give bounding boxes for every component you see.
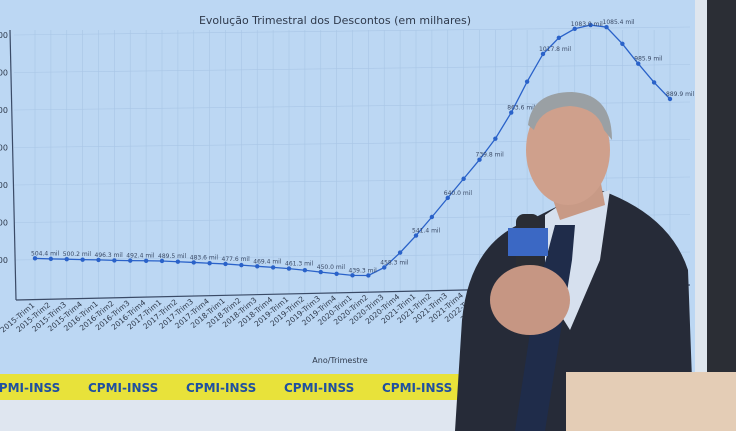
- data-label: 1083.0 mil: [571, 21, 603, 28]
- gridline-h: [13, 64, 691, 73]
- data-point: [223, 261, 228, 267]
- data-point: [96, 257, 101, 263]
- data-point: [270, 265, 276, 270]
- data-point: [80, 257, 85, 262]
- head: [526, 95, 610, 205]
- data-label: 739.8 mil: [476, 152, 505, 159]
- data-label: 985.9 mil: [634, 56, 663, 63]
- data-label: 1085.4 mil: [603, 19, 635, 26]
- data-point: [302, 268, 308, 273]
- y-axis: [9, 29, 17, 301]
- y-tick-label: 1100: [0, 31, 8, 40]
- banner-text: CPMI-INSS: [186, 381, 256, 395]
- banner-text: CPMI-INSS: [382, 381, 452, 395]
- hands: [490, 265, 570, 335]
- lectern: [566, 372, 736, 431]
- data-point: [159, 258, 165, 264]
- data-point: [255, 264, 260, 269]
- data-point: [540, 51, 546, 57]
- data-point: [524, 79, 530, 84]
- data-point: [636, 61, 641, 66]
- y-tick-label: 1000: [0, 69, 8, 78]
- data-point: [366, 273, 371, 278]
- mic-flag: [508, 228, 548, 256]
- data-point: [334, 271, 339, 276]
- data-point: [509, 110, 514, 115]
- y-tick-label: 800: [0, 144, 8, 153]
- data-point: [556, 35, 562, 40]
- data-point: [175, 259, 181, 264]
- data-point: [239, 262, 244, 268]
- data-label: 640.0 mil: [444, 190, 473, 197]
- y-tick-label: 900: [0, 106, 8, 115]
- data-label: 469.4 mil: [253, 258, 282, 265]
- data-point: [32, 256, 38, 261]
- y-tick-label: 700: [0, 181, 8, 190]
- data-label: 541.4 mil: [412, 228, 441, 235]
- y-tick-label: 600: [0, 219, 8, 228]
- data-label: 1017.8 mil: [539, 46, 571, 53]
- screen-frame: [695, 0, 707, 431]
- data-labels: 504.4 mil 500.2 mil 496.3 mil 492.4 mil 489.…: [31, 19, 695, 274]
- data-point: [445, 195, 450, 201]
- data-point: [318, 269, 323, 275]
- y-tick-label: 500: [0, 256, 8, 265]
- data-label: 489.5 mil: [158, 253, 187, 260]
- data-label: 483.6 mil: [190, 254, 219, 261]
- data-label: 500.2 mil: [63, 251, 92, 258]
- chart-title: Evolução Trimestral dos Descontos (em mi…: [199, 14, 471, 27]
- banner-text: CPMI-INSS: [0, 381, 60, 395]
- data-point: [477, 157, 482, 162]
- data-point: [350, 273, 355, 278]
- x-axis-label: Ano/Trimestre: [312, 356, 367, 365]
- data-point: [143, 258, 149, 263]
- data-point: [48, 256, 54, 262]
- data-label: 458.3 mil: [380, 259, 409, 266]
- data-point: [572, 26, 577, 31]
- data-label: 504.4 mil: [31, 250, 60, 257]
- data-point: [461, 176, 466, 181]
- data-point: [604, 24, 609, 30]
- data-point: [429, 214, 435, 220]
- data-label: 461.3 mil: [285, 261, 314, 268]
- data-point: [413, 233, 419, 238]
- data-point: [128, 258, 133, 263]
- banner-text: CPMI-INSS: [88, 381, 158, 395]
- speaker: [455, 92, 692, 431]
- data-label: 496.3 mil: [95, 252, 124, 259]
- data-point: [382, 265, 387, 270]
- data-label: 450.0 mil: [317, 264, 346, 271]
- data-point: [651, 80, 657, 85]
- y-tick-labels: 500 600 700 800 900 1000 1100: [0, 31, 8, 265]
- data-point: [397, 250, 403, 255]
- data-point: [286, 266, 292, 271]
- data-label: 863.6 mil: [507, 105, 536, 112]
- data-point: [191, 260, 196, 265]
- data-point: [64, 256, 69, 262]
- data-points: [32, 22, 673, 278]
- data-point: [588, 22, 593, 28]
- hair: [528, 92, 612, 140]
- data-label: 492.4 mil: [126, 253, 155, 260]
- data-point: [112, 258, 117, 263]
- data-label: 439.3 mil: [349, 267, 378, 274]
- data-point: [207, 261, 212, 266]
- data-label: 477.6 mil: [222, 256, 251, 263]
- dark-wall: [707, 0, 736, 431]
- data-point: [620, 41, 625, 47]
- banner-text: CPMI-INSS: [284, 381, 354, 395]
- data-point: [667, 96, 673, 102]
- data-label: 889.9 mil: [666, 91, 695, 98]
- data-point: [493, 136, 498, 141]
